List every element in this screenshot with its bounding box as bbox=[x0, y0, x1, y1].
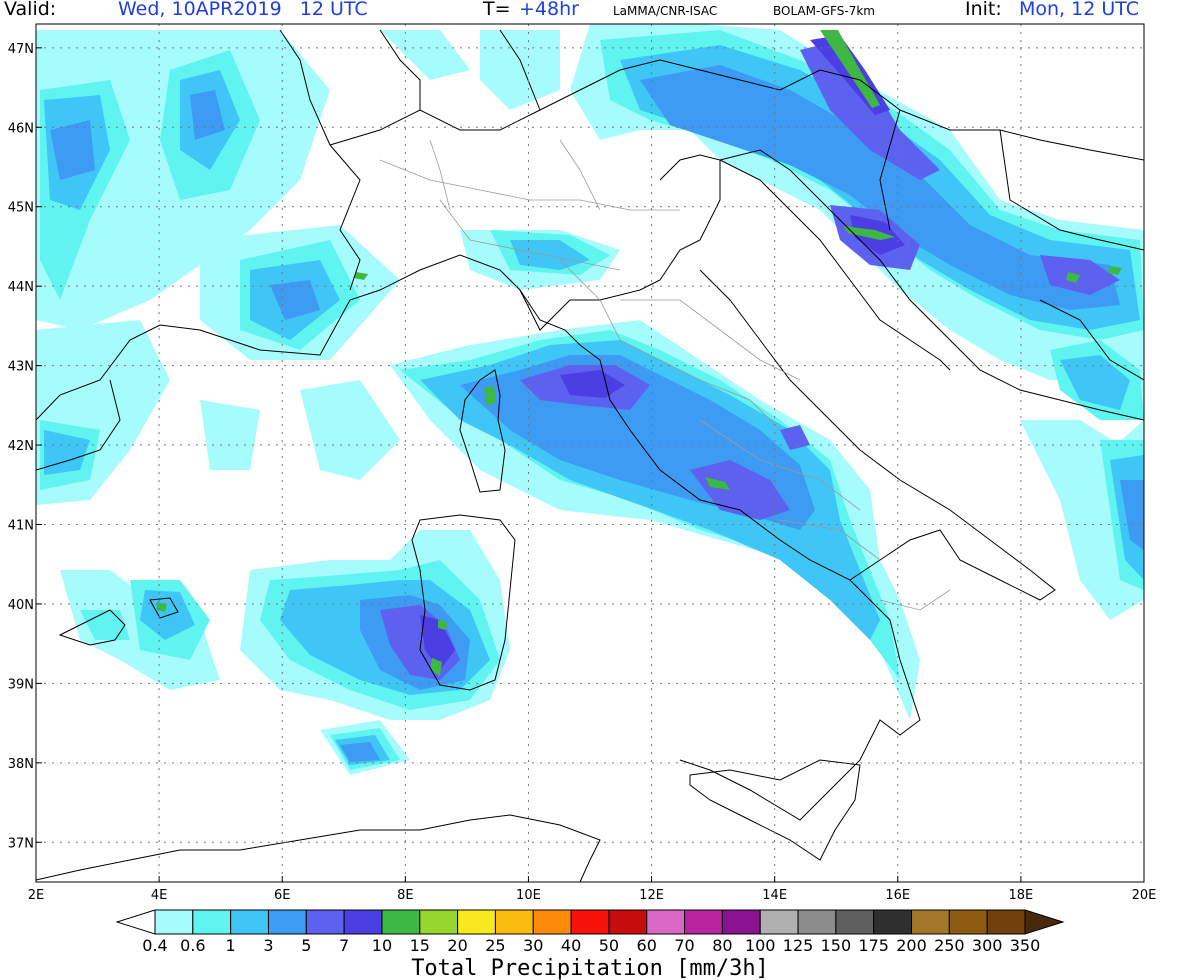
colorbar-tick-label: 10 bbox=[372, 936, 392, 955]
colorbar-swatch bbox=[948, 909, 988, 935]
colorbar-tick-label: 300 bbox=[972, 936, 1003, 955]
lon-label: 12E bbox=[639, 888, 664, 903]
colorbar-tick-label: 150 bbox=[821, 936, 852, 955]
colorbar-tick-label: 80 bbox=[712, 936, 732, 955]
colorbar-swatch bbox=[154, 909, 194, 935]
valid-datetime: Wed, 10APR2019 12 UTC bbox=[118, 0, 368, 20]
longitude-labels: 2E 4E 6E 8E 10E 12E 14E 16E 18E 20E bbox=[28, 888, 1157, 903]
colorbar-tick-label: 30 bbox=[523, 936, 543, 955]
lat-label: 41N bbox=[8, 519, 34, 534]
lat-label: 39N bbox=[8, 677, 34, 692]
forecast-step-value: +48hr bbox=[519, 0, 579, 20]
colorbar-tick-label: 3 bbox=[263, 936, 273, 955]
colorbar-swatch bbox=[532, 909, 572, 935]
map-frame bbox=[35, 23, 1145, 883]
colorbar-swatch bbox=[873, 909, 913, 935]
colorbar-tick-label: 200 bbox=[896, 936, 927, 955]
colorbar-swatch bbox=[457, 909, 496, 935]
colorbar-swatch bbox=[381, 909, 421, 935]
colorbar-tick-label: 175 bbox=[858, 936, 889, 955]
lon-label: 16E bbox=[885, 888, 910, 903]
init-value: Mon, 12 UTC bbox=[1019, 0, 1140, 20]
latitude-labels: 47N 46N 45N 44N 43N 42N 41N 40N 39N 38N 37N bbox=[8, 42, 34, 851]
colorbar-tick-label: 7 bbox=[339, 936, 349, 955]
lat-label: 40N bbox=[8, 598, 34, 613]
colorbar-title: Total Precipitation [mm/3h] bbox=[411, 956, 769, 980]
colorbar-tick-label: 5 bbox=[301, 936, 311, 955]
graticule bbox=[36, 24, 1144, 882]
colorbar-tick-label: 100 bbox=[745, 936, 776, 955]
colorbar-swatch bbox=[570, 909, 610, 935]
lat-label: 46N bbox=[8, 121, 34, 136]
colorbar-swatch bbox=[343, 909, 383, 935]
colorbar-swatch bbox=[230, 909, 269, 935]
lon-label: 14E bbox=[762, 888, 787, 903]
colorbar-swatch bbox=[267, 909, 307, 935]
lon-label: 10E bbox=[516, 888, 541, 903]
lon-label: 6E bbox=[274, 888, 291, 903]
colorbar-tick-label: 50 bbox=[599, 936, 619, 955]
colorbar-right-arrow bbox=[1024, 909, 1065, 935]
precipitation-field bbox=[36, 24, 1144, 775]
forecast-step-label: T= bbox=[483, 0, 511, 20]
colorbar-swatch bbox=[419, 909, 459, 935]
lat-label: 42N bbox=[8, 439, 34, 454]
lon-label: 2E bbox=[28, 888, 45, 903]
colorbar-swatch bbox=[721, 909, 761, 935]
colorbar-tick-label: 125 bbox=[783, 936, 814, 955]
axis-ticks bbox=[35, 47, 1145, 882]
colorbar: 0.4 0.6 1 3 5 7 10 15 20 25 30 40 50 60 70 80 100 125 150 1… bbox=[115, 909, 1065, 955]
lat-label: 38N bbox=[8, 757, 34, 772]
region-borders bbox=[379, 139, 951, 611]
colorbar-left-arrow bbox=[115, 909, 156, 935]
colorbar-tick-label: 25 bbox=[485, 936, 505, 955]
lat-label: 47N bbox=[8, 42, 34, 57]
lon-label: 8E bbox=[397, 888, 414, 903]
precip-band-10 bbox=[157, 30, 1122, 676]
colorbar-swatch bbox=[759, 909, 799, 935]
source-label: LaMMA/CNR-ISAC bbox=[613, 4, 718, 18]
colorbar-swatch bbox=[835, 909, 875, 935]
colorbar-swatch bbox=[911, 909, 950, 935]
colorbar-swatch bbox=[646, 909, 686, 935]
colorbar-swatch bbox=[608, 909, 648, 935]
valid-label: Valid: bbox=[4, 0, 57, 20]
colorbar-swatch bbox=[192, 909, 232, 935]
colorbar-swatch bbox=[494, 909, 534, 935]
colorbar-tick-label: 350 bbox=[1010, 936, 1041, 955]
colorbar-tick-label: 60 bbox=[637, 936, 657, 955]
lat-label: 37N bbox=[8, 836, 34, 851]
model-label: BOLAM-GFS-7km bbox=[773, 4, 875, 18]
lat-label: 43N bbox=[8, 360, 34, 375]
lon-label: 4E bbox=[151, 888, 168, 903]
colorbar-tick-label: 0.4 bbox=[142, 936, 167, 955]
colorbar-swatch bbox=[305, 909, 345, 935]
colorbar-tick-label: 40 bbox=[561, 936, 581, 955]
colorbar-tick-label: 70 bbox=[674, 936, 694, 955]
coastlines bbox=[36, 29, 1144, 882]
colorbar-swatch bbox=[797, 909, 837, 935]
colorbar-tick-label: 15 bbox=[410, 936, 430, 955]
lat-label: 45N bbox=[8, 201, 34, 216]
lat-label: 44N bbox=[8, 280, 34, 295]
lon-label: 20E bbox=[1132, 888, 1157, 903]
colorbar-tick-label: 20 bbox=[447, 936, 467, 955]
colorbar-swatch bbox=[684, 909, 723, 935]
lon-label: 18E bbox=[1009, 888, 1034, 903]
colorbar-tick-label: 1 bbox=[226, 936, 236, 955]
colorbar-swatch bbox=[986, 909, 1026, 935]
colorbar-tick-label: 250 bbox=[934, 936, 965, 955]
init-label: Init: bbox=[965, 0, 1002, 20]
colorbar-tick-label: 0.6 bbox=[180, 936, 205, 955]
